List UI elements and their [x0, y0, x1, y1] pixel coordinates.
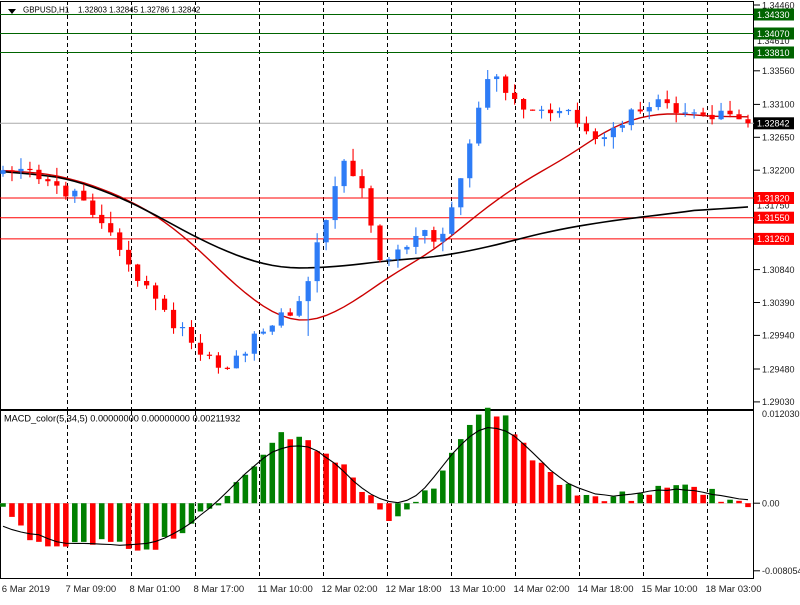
svg-text:0.0120303: 0.0120303 — [762, 409, 800, 419]
svg-text:1.29940: 1.29940 — [762, 331, 795, 341]
svg-text:8 Mar 01:00: 8 Mar 01:00 — [130, 584, 181, 595]
svg-text:18 Mar 03:00: 18 Mar 03:00 — [706, 584, 762, 595]
svg-text:15 Mar 10:00: 15 Mar 10:00 — [642, 584, 698, 595]
svg-text:1.32200: 1.32200 — [762, 166, 795, 176]
svg-text:12 Mar 02:00: 12 Mar 02:00 — [322, 584, 378, 595]
svg-text:0.00: 0.00 — [762, 499, 780, 509]
svg-text:GBPUSD,H1: GBPUSD,H1 — [23, 6, 70, 15]
svg-text:1.32842: 1.32842 — [757, 119, 790, 129]
svg-text:11 Mar 10:00: 11 Mar 10:00 — [258, 584, 313, 595]
svg-text:13 Mar 10:00: 13 Mar 10:00 — [450, 584, 506, 595]
svg-text:14 Mar 18:00: 14 Mar 18:00 — [578, 584, 634, 595]
svg-text:1.33810: 1.33810 — [757, 48, 790, 58]
svg-text:1.29480: 1.29480 — [762, 364, 795, 374]
svg-text:12 Mar 18:00: 12 Mar 18:00 — [386, 584, 442, 595]
svg-text:1.33560: 1.33560 — [762, 66, 795, 76]
svg-text:-0.008054: -0.008054 — [762, 566, 800, 576]
svg-text:1.34070: 1.34070 — [757, 29, 790, 39]
svg-text:1.31550: 1.31550 — [757, 213, 790, 223]
svg-text:8 Mar 17:00: 8 Mar 17:00 — [194, 584, 245, 595]
svg-text:1.33100: 1.33100 — [762, 100, 795, 110]
svg-text:1.30840: 1.30840 — [762, 265, 795, 275]
svg-text:1.31820: 1.31820 — [757, 193, 790, 203]
svg-text:1.34330: 1.34330 — [757, 10, 790, 20]
svg-text:7 Mar 09:00: 7 Mar 09:00 — [66, 584, 117, 595]
svg-text:1.29030: 1.29030 — [762, 397, 795, 407]
svg-text:6 Mar 2019: 6 Mar 2019 — [2, 584, 50, 595]
svg-text:1.31260: 1.31260 — [757, 234, 790, 244]
svg-text:14 Mar 02:00: 14 Mar 02:00 — [514, 584, 570, 595]
svg-text:MACD_color(5,34,5) 0.00000000: MACD_color(5,34,5) 0.00000000 0.00000000… — [4, 414, 240, 424]
svg-text:1.32803 1.32845 1.32786 1.3284: 1.32803 1.32845 1.32786 1.32842 — [78, 6, 201, 15]
svg-text:1.32650: 1.32650 — [762, 133, 795, 143]
svg-text:1.30390: 1.30390 — [762, 298, 795, 308]
